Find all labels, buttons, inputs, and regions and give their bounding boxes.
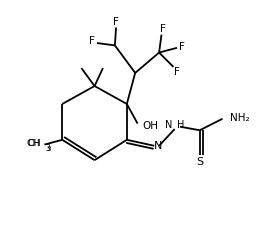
- Text: H: H: [177, 120, 184, 130]
- Text: CH: CH: [28, 139, 42, 148]
- Text: N: N: [165, 120, 173, 130]
- Text: F: F: [113, 16, 119, 27]
- Text: F: F: [160, 24, 166, 34]
- Text: N: N: [154, 141, 162, 151]
- Text: F: F: [174, 67, 180, 77]
- Text: CH: CH: [27, 139, 40, 148]
- Text: NH₂: NH₂: [230, 113, 250, 123]
- Text: OH: OH: [142, 121, 158, 131]
- Text: 3: 3: [45, 144, 50, 153]
- Text: F: F: [179, 42, 185, 52]
- Text: S: S: [196, 157, 203, 167]
- Text: 3: 3: [46, 146, 51, 152]
- Text: F: F: [89, 36, 95, 46]
